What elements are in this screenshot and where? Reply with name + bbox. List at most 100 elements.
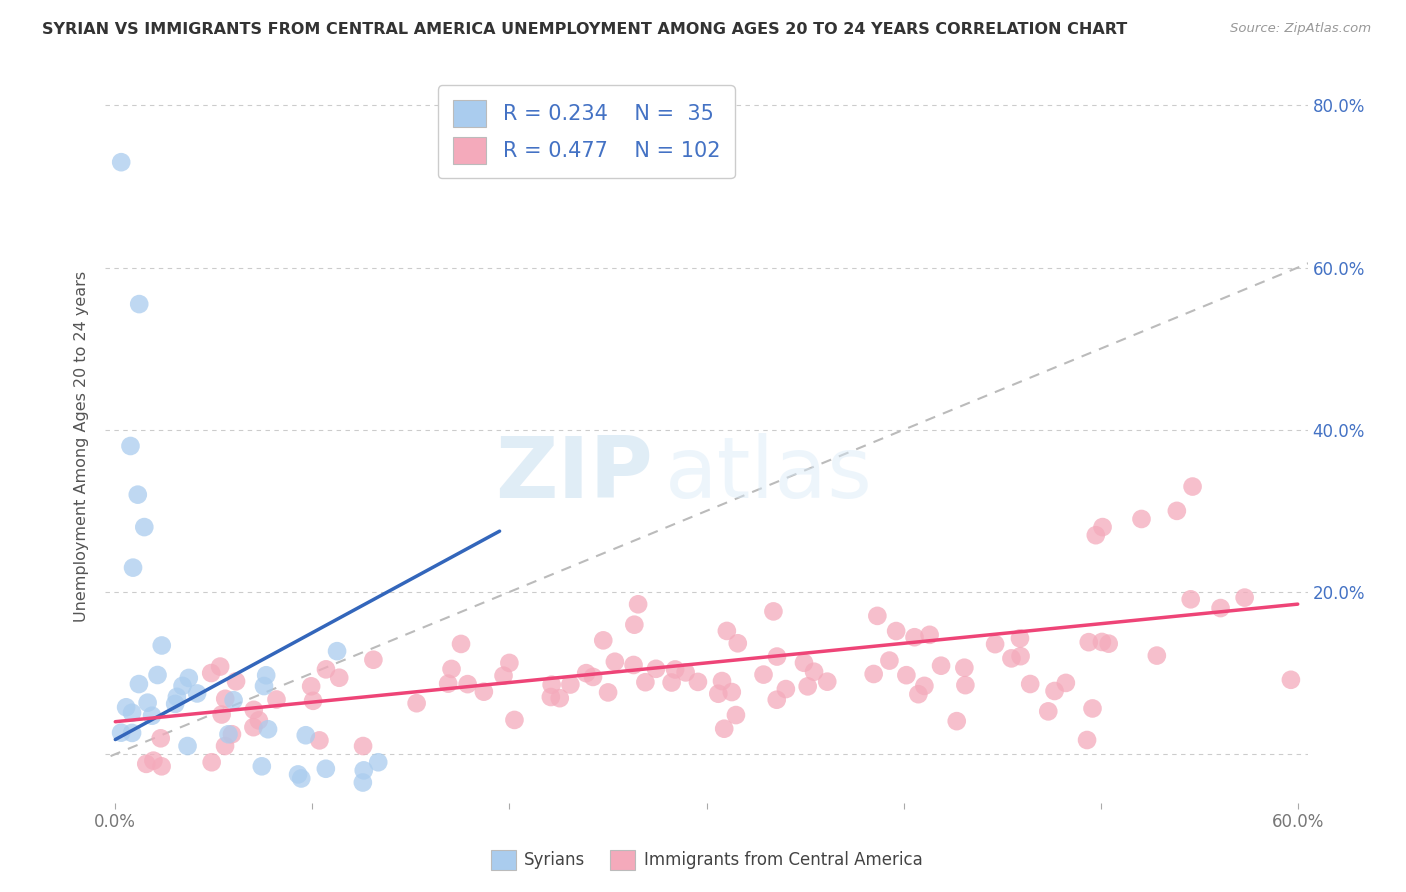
Point: [110, 155, 132, 169]
Point: [775, 682, 797, 697]
Point: [186, 686, 208, 700]
Point: [623, 617, 645, 632]
Point: [302, 694, 325, 708]
Point: [1000, 651, 1022, 665]
Point: [149, 731, 172, 746]
Point: [177, 671, 200, 685]
Legend: Syrians, Immigrants from Central America: Syrians, Immigrants from Central America: [484, 843, 929, 877]
Point: [1019, 677, 1042, 691]
Point: [1077, 635, 1099, 649]
Point: [200, 666, 222, 681]
Point: [645, 662, 668, 676]
Point: [146, 668, 169, 682]
Point: [128, 677, 150, 691]
Point: [150, 639, 173, 653]
Point: [603, 655, 626, 669]
Point: [1146, 648, 1168, 663]
Point: [803, 665, 825, 679]
Point: [214, 691, 236, 706]
Point: [135, 756, 157, 771]
Point: [242, 720, 264, 734]
Point: [121, 726, 143, 740]
Point: [1038, 704, 1060, 718]
Point: [254, 668, 277, 682]
Point: [222, 693, 245, 707]
Point: [353, 764, 375, 778]
Point: [328, 671, 350, 685]
Point: [457, 677, 479, 691]
Point: [623, 657, 645, 672]
Point: [1091, 520, 1114, 534]
Point: [866, 608, 889, 623]
Point: [209, 659, 232, 673]
Point: [1279, 673, 1302, 687]
Point: [752, 667, 775, 681]
Point: [201, 756, 224, 770]
Point: [253, 679, 276, 693]
Point: [221, 727, 243, 741]
Point: [903, 630, 925, 644]
Point: [815, 674, 838, 689]
Point: [592, 633, 614, 648]
Point: [686, 674, 709, 689]
Point: [308, 733, 330, 747]
Point: [363, 653, 385, 667]
Point: [1166, 504, 1188, 518]
Point: [136, 696, 159, 710]
Point: [1233, 591, 1256, 605]
Point: [1084, 528, 1107, 542]
Point: [142, 754, 165, 768]
Point: [582, 670, 605, 684]
Point: [225, 674, 247, 689]
Point: [1076, 733, 1098, 747]
Point: [120, 439, 142, 453]
Point: [290, 772, 312, 786]
Point: [575, 666, 598, 681]
Point: [1180, 592, 1202, 607]
Point: [440, 662, 463, 676]
Point: [172, 679, 194, 693]
Point: [634, 675, 657, 690]
Point: [896, 668, 918, 682]
Y-axis label: Unemployment Among Ages 20 to 24 years: Unemployment Among Ages 20 to 24 years: [75, 270, 90, 622]
Point: [498, 656, 520, 670]
Point: [765, 692, 787, 706]
Point: [1010, 649, 1032, 664]
Point: [766, 649, 789, 664]
Point: [250, 759, 273, 773]
Text: atlas: atlas: [665, 433, 873, 516]
Point: [367, 756, 389, 770]
Point: [560, 677, 582, 691]
Point: [879, 654, 901, 668]
Point: [217, 727, 239, 741]
Point: [884, 624, 907, 638]
Point: [299, 679, 322, 693]
Point: [141, 708, 163, 723]
Point: [405, 696, 427, 710]
Point: [472, 684, 495, 698]
Point: [661, 675, 683, 690]
Point: [984, 637, 1007, 651]
Point: [918, 628, 941, 642]
Point: [1098, 637, 1121, 651]
Point: [1043, 684, 1066, 698]
Point: [211, 707, 233, 722]
Point: [122, 560, 145, 574]
Point: [945, 714, 967, 728]
Point: [907, 687, 929, 701]
Point: [711, 674, 734, 689]
Point: [675, 665, 697, 680]
Point: [862, 667, 884, 681]
Point: [503, 713, 526, 727]
Point: [1091, 635, 1114, 649]
Point: [707, 687, 730, 701]
Point: [1008, 632, 1031, 646]
Point: [315, 662, 337, 676]
Point: [716, 624, 738, 638]
Point: [796, 679, 818, 693]
Point: [548, 691, 571, 706]
Point: [166, 690, 188, 704]
Point: [953, 661, 976, 675]
Text: ZIP: ZIP: [495, 433, 652, 516]
Point: [214, 739, 236, 753]
